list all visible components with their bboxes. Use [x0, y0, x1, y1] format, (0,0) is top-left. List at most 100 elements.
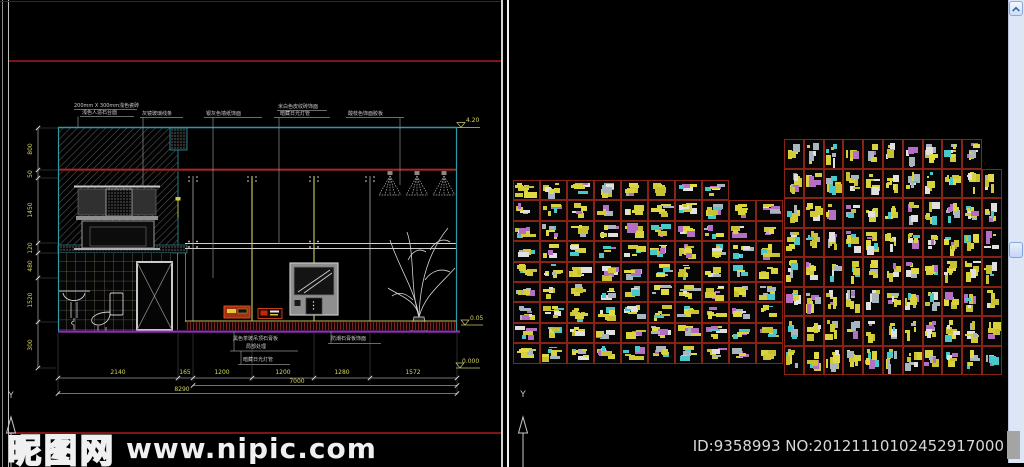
annotation-label: 浅色人造石台面	[82, 110, 118, 116]
drawing-thumbnail	[863, 257, 883, 287]
drawing-thumbnail	[594, 261, 621, 282]
drawing-thumbnail	[843, 198, 864, 228]
drawing-thumbnail	[902, 316, 923, 346]
drawing-thumbnail	[648, 180, 675, 201]
scroll-up-button[interactable]	[1009, 1, 1023, 16]
window-divider[interactable]	[501, 0, 509, 467]
drawing-thumbnail	[784, 227, 804, 257]
drawing-thumbnail	[823, 198, 844, 228]
drawing-thumbnail	[843, 168, 864, 198]
drawing-thumbnail	[883, 168, 903, 198]
drawing-thumbnail	[902, 139, 923, 169]
scroll-down-button[interactable]	[1007, 431, 1020, 459]
drawing-thumbnail	[567, 200, 594, 221]
right-drawing-window[interactable]: Y	[509, 0, 1008, 467]
ucs-icon-y-label: Y	[520, 390, 526, 400]
drawing-thumbnail	[648, 302, 675, 323]
drawing-thumbnail	[942, 227, 963, 257]
drawing-thumbnail	[567, 322, 594, 344]
drawing-thumbnail	[803, 345, 824, 375]
drawing-thumbnail	[843, 227, 864, 257]
drawing-thumbnail	[803, 168, 824, 198]
drawing-thumbnail	[675, 261, 702, 282]
drawing-thumbnail	[648, 220, 675, 242]
drawing-thumbnail	[540, 282, 567, 303]
drawing-thumbnail	[513, 200, 540, 221]
drawing-thumbnail	[843, 316, 864, 346]
ucs-icon-y-label: Y	[8, 391, 14, 401]
drawing-thumbnail	[863, 198, 883, 228]
drawing-thumbnail	[843, 345, 864, 375]
annotation-label: 暗藏日光灯管	[280, 111, 311, 117]
dimension-label: 1450	[27, 202, 34, 218]
drawing-thumbnail	[803, 257, 824, 287]
drawing-thumbnail	[702, 261, 729, 282]
drawing-thumbnail	[902, 257, 923, 287]
drawing-thumbnail	[942, 139, 963, 169]
drawing-thumbnail	[540, 180, 567, 201]
annotation-label: 局部处理	[246, 344, 267, 350]
drawing-thumbnail	[962, 198, 982, 228]
drawing-thumbnail	[902, 168, 923, 198]
drawing-thumbnail	[513, 241, 540, 262]
level-label: 0.000	[462, 358, 480, 365]
drawing-thumbnail	[863, 168, 883, 198]
drawing-thumbnail	[702, 322, 729, 344]
drawing-thumbnail	[982, 227, 1002, 257]
drawing-thumbnail	[962, 345, 982, 375]
drawing-thumbnail	[702, 343, 729, 364]
drawing-thumbnail	[513, 220, 540, 242]
drawing-thumbnail	[784, 286, 804, 316]
drawing-thumbnail	[621, 241, 648, 262]
drawing-thumbnail	[803, 198, 824, 228]
annotation-label: 酸枝色饰面胶板	[348, 111, 384, 117]
drawing-thumbnail	[594, 241, 621, 262]
drawing-thumbnail	[823, 316, 844, 346]
drawing-thumbnail	[784, 139, 804, 169]
drawing-thumbnail	[784, 345, 804, 375]
drawing-thumbnail	[883, 316, 903, 346]
drawing-thumbnail	[513, 343, 540, 364]
nipic-watermark: 昵图网 www.nipic.com	[7, 424, 377, 467]
window-left-edge-inner	[8, 0, 9, 467]
drawing-thumbnail	[922, 198, 943, 228]
drawing-thumbnail	[756, 261, 783, 282]
drawing-thumbnail	[962, 227, 982, 257]
layout-frame-line-top	[9, 60, 501, 62]
dimension-label: 800	[27, 143, 34, 155]
drawing-thumbnail	[513, 180, 540, 201]
dimension-label: 1280	[334, 369, 350, 376]
drawing-thumbnail	[729, 322, 756, 344]
drawing-thumbnail	[675, 241, 702, 262]
drawing-thumbnail	[823, 257, 844, 287]
drawing-thumbnail	[902, 286, 923, 316]
drawing-thumbnail	[922, 227, 943, 257]
drawing-thumbnail	[675, 302, 702, 323]
drawing-thumbnail	[513, 261, 540, 282]
drawing-thumbnail	[803, 227, 824, 257]
drawing-thumbnail	[863, 345, 883, 375]
left-drawing-window[interactable]: 200mm X 300mm浅色瓷砖 浅色人造石台面 灰镜玻璃线条 银灰色墙纸饰面…	[0, 0, 502, 467]
level-label: 0.05	[470, 315, 484, 322]
drawing-thumbnail	[540, 200, 567, 221]
annotation-label: 银灰色墙纸饰面	[206, 111, 242, 117]
annotation-label: 防潮石膏板饰面	[331, 336, 367, 342]
drawing-thumbnail	[756, 241, 783, 262]
dimension-label: 1520	[27, 292, 34, 308]
drawing-thumbnail	[702, 180, 729, 201]
drawing-thumbnail	[594, 200, 621, 221]
scrollbar-thumb[interactable]	[1009, 242, 1023, 258]
drawing-thumbnail	[922, 286, 943, 316]
drawing-thumbnail	[729, 282, 756, 303]
drawing-thumbnail	[756, 302, 783, 323]
drawing-thumbnail	[883, 198, 903, 228]
drawing-thumbnail	[567, 180, 594, 201]
drawing-thumbnail	[784, 316, 804, 346]
drawing-thumbnail	[863, 227, 883, 257]
drawing-thumbnail	[540, 261, 567, 282]
drawing-thumbnail	[513, 322, 540, 344]
dimension-label: 300	[27, 339, 34, 351]
drawing-thumbnail	[675, 343, 702, 364]
vertical-scrollbar[interactable]	[1008, 0, 1024, 463]
drawing-thumbnail	[540, 343, 567, 364]
